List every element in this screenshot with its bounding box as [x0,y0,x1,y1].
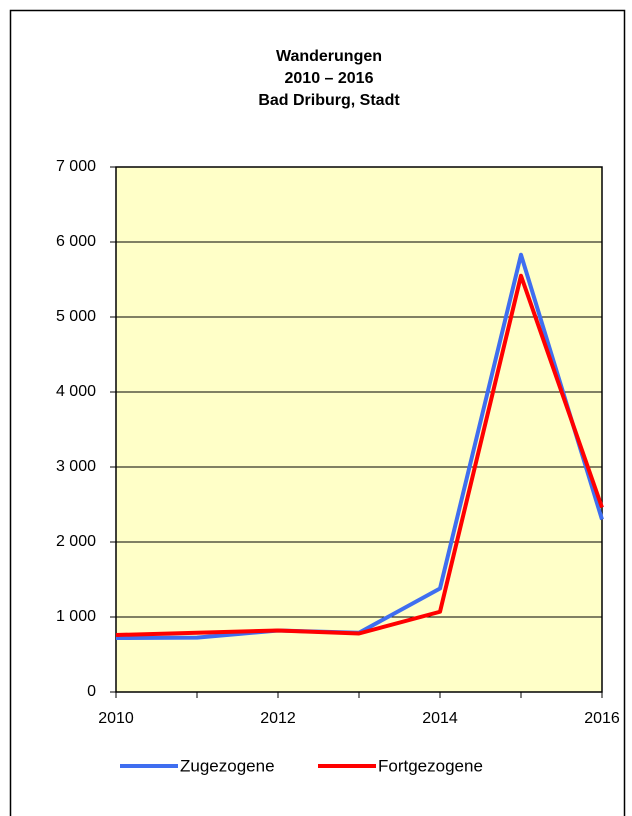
y-tick-label: 6 000 [56,233,96,250]
chart-title: Bad Driburg, Stadt [258,92,400,109]
chart-title: Wanderungen [276,48,382,65]
chart-title: 2010 – 2016 [285,70,374,87]
x-tick-label: 2012 [260,710,296,727]
y-tick-label: 4 000 [56,383,96,400]
series-line [115,273,604,637]
y-tick-label: 0 [87,683,96,700]
y-tick-label: 7 000 [56,158,96,175]
x-tick-label: 2010 [98,710,134,727]
plot-area [116,167,602,692]
y-tick-label: 3 000 [56,458,96,475]
y-tick-label: 1 000 [56,608,96,625]
y-tick-label: 5 000 [56,308,96,325]
legend-label: Fortgezogene [378,756,483,775]
y-tick-label: 2 000 [56,533,96,550]
x-tick-label: 2014 [422,710,458,727]
x-tick-label: 2016 [584,710,620,727]
legend-label: Zugezogene [180,756,275,775]
